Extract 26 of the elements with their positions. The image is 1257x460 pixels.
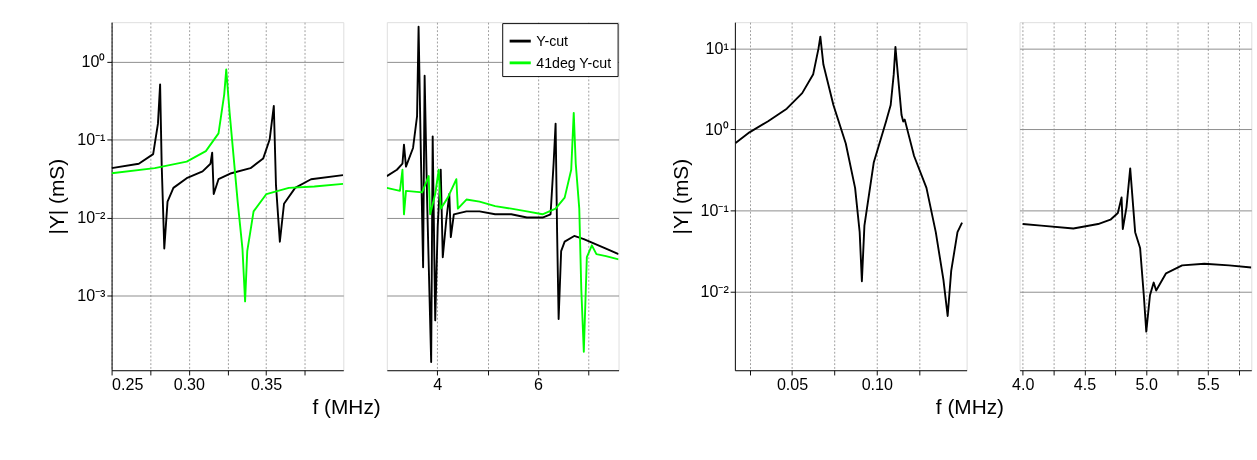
x-tick-label: 0.05 (776, 374, 809, 393)
x-tick-label: 6 (533, 374, 543, 393)
y-tick-label: 10¹ (705, 38, 729, 57)
y-tick-label: 10⁰ (81, 51, 106, 70)
x-axis-title: f (MHz) (312, 395, 381, 419)
x-tick-label: 5.5 (1197, 374, 1220, 393)
y-axis-title: |Y| (mS) (668, 158, 692, 235)
legend-label: Y-cut (536, 32, 569, 49)
x-tick-label: 0.35 (250, 374, 283, 393)
x-tick-label: 5.0 (1135, 374, 1158, 393)
x-axis-title: f (MHz) (935, 395, 1005, 419)
x-tick-label: 0.10 (861, 374, 893, 393)
y-tick-label: 10⁻¹ (700, 200, 729, 219)
x-tick-label: 4.5 (1073, 374, 1097, 393)
x-tick-label: 4 (433, 374, 443, 393)
y-tick-label: 10⁰ (704, 119, 729, 138)
x-tick-label: 4.0 (1011, 374, 1035, 393)
x-tick-label: 0.25 (112, 374, 144, 393)
y-tick-label: 10⁻³ (77, 285, 107, 304)
y-axis-title: |Y| (mS) (45, 158, 69, 235)
y-tick-label: 10⁻¹ (77, 129, 106, 148)
y-tick-label: 10⁻² (700, 281, 730, 300)
line-series (111, 68, 344, 303)
x-tick-label: 0.30 (173, 374, 206, 393)
legend-label: 41deg Y-cut (536, 54, 612, 71)
y-tick-label: 10⁻² (77, 207, 107, 226)
